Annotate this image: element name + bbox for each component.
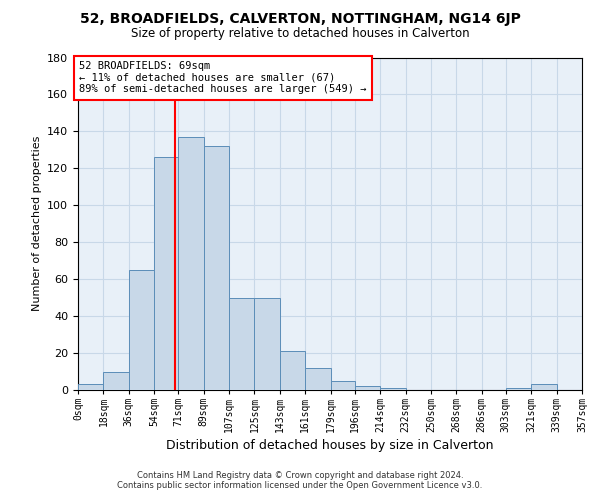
Bar: [78, 384, 103, 390]
Bar: [129, 270, 154, 390]
X-axis label: Distribution of detached houses by size in Calverton: Distribution of detached houses by size …: [166, 439, 494, 452]
Bar: [355, 386, 380, 390]
Bar: [506, 388, 531, 390]
Text: 52 BROADFIELDS: 69sqm
← 11% of detached houses are smaller (67)
89% of semi-deta: 52 BROADFIELDS: 69sqm ← 11% of detached …: [79, 61, 367, 94]
Text: Size of property relative to detached houses in Calverton: Size of property relative to detached ho…: [131, 28, 469, 40]
Bar: [254, 298, 280, 390]
Text: 52, BROADFIELDS, CALVERTON, NOTTINGHAM, NG14 6JP: 52, BROADFIELDS, CALVERTON, NOTTINGHAM, …: [80, 12, 520, 26]
Bar: [229, 298, 254, 390]
Bar: [178, 137, 203, 390]
Y-axis label: Number of detached properties: Number of detached properties: [32, 136, 41, 312]
Text: Contains HM Land Registry data © Crown copyright and database right 2024.
Contai: Contains HM Land Registry data © Crown c…: [118, 470, 482, 490]
Bar: [280, 351, 305, 390]
Bar: [154, 157, 178, 390]
Bar: [531, 384, 557, 390]
Bar: [103, 372, 129, 390]
Bar: [331, 381, 355, 390]
Bar: [380, 388, 406, 390]
Bar: [203, 146, 229, 390]
Bar: [305, 368, 331, 390]
